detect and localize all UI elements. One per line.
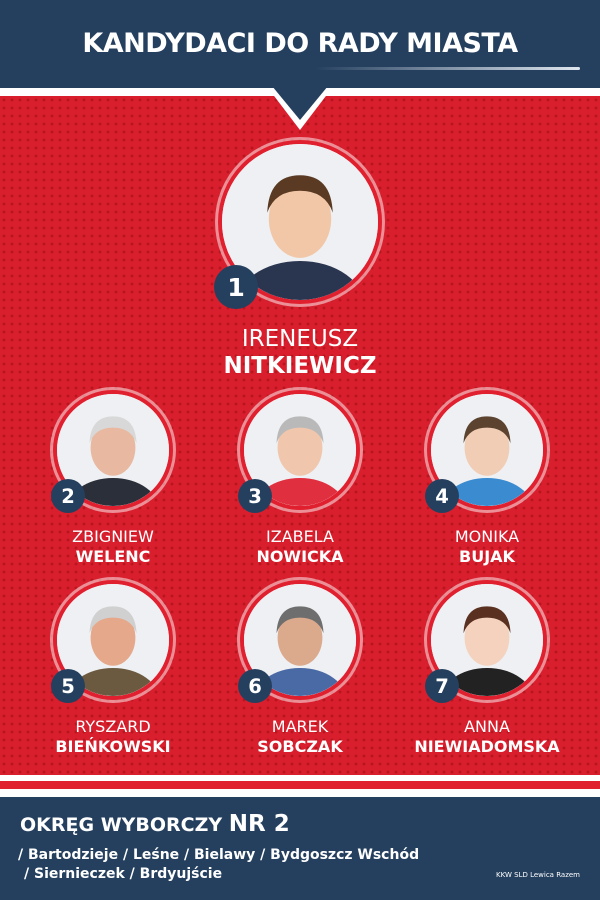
candidate-number-badge: 2: [51, 479, 85, 513]
district-areas-line1: / Bartodzieje / Leśne / Bielawy / Bydgos…: [18, 847, 420, 863]
candidate-photo-frame: [53, 580, 173, 700]
candidate-number-badge: 5: [51, 669, 85, 703]
candidate-photo-frame: [240, 390, 360, 510]
candidate-number-badge: 1: [214, 265, 258, 309]
candidate-first-name: IZABELA: [266, 527, 334, 546]
candidate-photo: [57, 394, 169, 506]
decorative-swoosh: [315, 67, 580, 70]
candidate-photo-frame: [53, 390, 173, 510]
candidate-last-name: BUJAK: [459, 547, 515, 566]
candidate-last-name: BIEŃKOWSKI: [55, 737, 171, 756]
footer: OKRĘG WYBORCZY NR 2 / Bartodzieje / Leśn…: [0, 797, 600, 900]
candidate-number-badge: 7: [425, 669, 459, 703]
candidate-last-name: NITKIEWICZ: [223, 353, 377, 379]
candidate-first-name: ZBIGNIEW: [72, 527, 154, 546]
candidate-first-name: IRENEUSZ: [241, 326, 359, 352]
candidate-first-name: MAREK: [271, 717, 329, 736]
candidate-last-name: NIEWIADOMSKA: [414, 737, 560, 756]
page-title: KANDYDACI DO RADY MIASTA: [82, 28, 518, 59]
candidate-first-name: ANNA: [464, 717, 510, 736]
district-title: OKRĘG WYBORCZY NR 2: [20, 811, 290, 837]
candidate-first-name: MONIKA: [454, 527, 520, 546]
candidate-photo: [244, 394, 356, 506]
district-areas-line2: / Siernieczek / Brdyujście: [24, 866, 223, 882]
candidate-last-name: WELENC: [75, 547, 151, 566]
candidate-number-badge: 3: [238, 479, 272, 513]
pointer-arrow: [268, 86, 332, 130]
candidate-number-badge: 4: [425, 479, 459, 513]
candidate-first-name: RYSZARD: [75, 717, 151, 736]
candidate-last-name: NOWICKA: [256, 547, 344, 566]
header: KANDYDACI DO RADY MIASTA: [0, 0, 600, 88]
candidate-number-badge: 6: [238, 669, 272, 703]
credit: KKW SLD Lewica Razem: [496, 871, 580, 879]
candidate-last-name: SOBCZAK: [257, 737, 343, 756]
candidate-photo: [57, 584, 169, 696]
footer-stripes: [0, 775, 600, 797]
